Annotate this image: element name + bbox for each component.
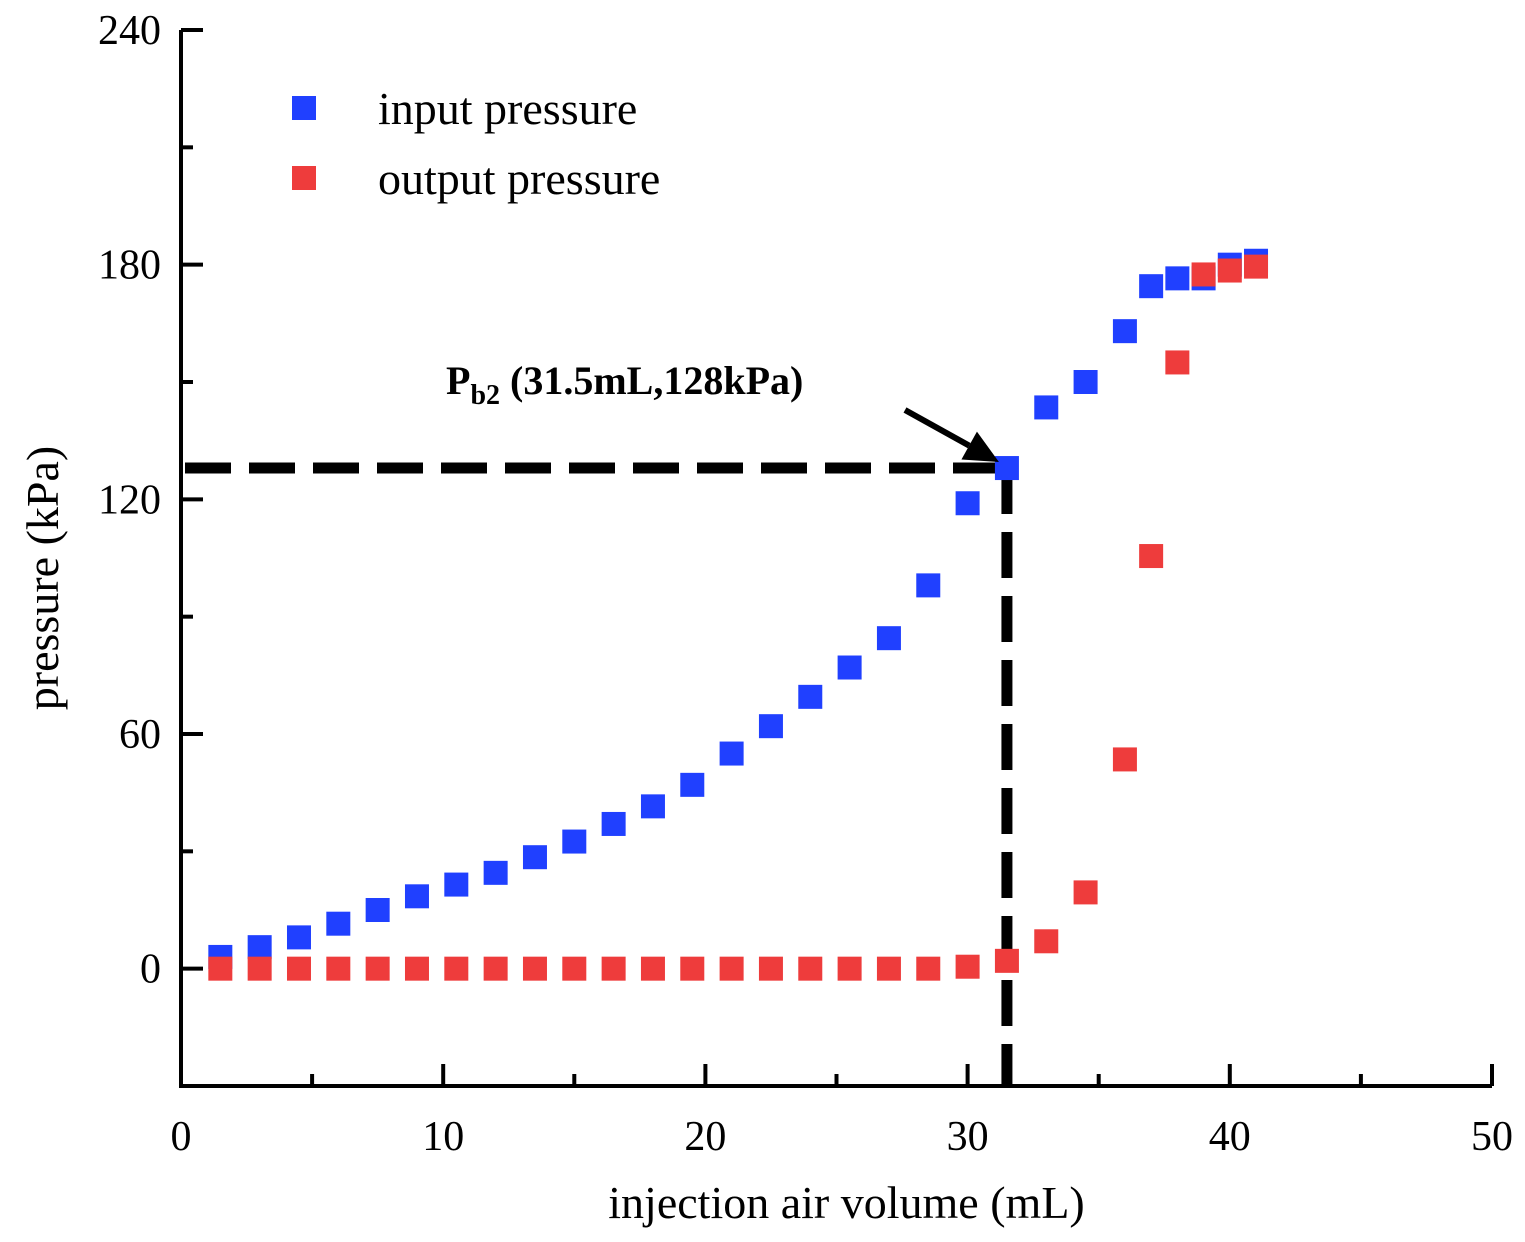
data-point: [483, 956, 508, 981]
axis-ticks: 0 10 20 30 40 50 0 60 120 180 240: [98, 8, 1513, 1160]
y-tick-label: 120: [98, 477, 161, 523]
data-point: [1139, 274, 1164, 299]
data-point: [1112, 747, 1137, 772]
data-point: [1034, 395, 1059, 420]
data-point: [601, 811, 626, 836]
data-point: [876, 626, 901, 651]
y-tick-label: 60: [119, 712, 161, 758]
data-point: [798, 684, 823, 709]
data-point: [955, 954, 980, 979]
y-tick-label: 0: [140, 947, 161, 993]
data-point: [758, 956, 783, 981]
data-point: [1165, 266, 1190, 291]
data-point: [562, 829, 587, 854]
legend-label-output-pressure: output pressure: [378, 153, 660, 204]
data-point: [286, 925, 311, 950]
data-point: [483, 860, 508, 885]
data-point: [1244, 254, 1269, 279]
data-point: [444, 956, 469, 981]
data-point: [522, 845, 547, 870]
data-point: [837, 655, 862, 680]
reference-lines: [185, 462, 1013, 1088]
y-tick-label: 180: [98, 243, 161, 289]
data-point: [916, 956, 941, 981]
data-point: [719, 741, 744, 766]
series-output-pressure: [208, 254, 1269, 981]
annotation-arrow-head: [961, 431, 999, 463]
x-tick-label: 10: [422, 1114, 464, 1160]
x-tick-label: 40: [1209, 1114, 1251, 1160]
data-point: [404, 884, 429, 909]
annotation-pb2: Pb2 (31.5mL,128kPa): [446, 358, 999, 463]
data-point: [208, 956, 233, 981]
data-point: [365, 898, 390, 922]
data-point: [1217, 258, 1242, 283]
data-point: [719, 956, 744, 981]
data-point: [955, 491, 980, 516]
data-point: [365, 956, 390, 981]
data-point: [1139, 544, 1164, 569]
data-point: [758, 714, 783, 739]
data-point: [680, 956, 705, 981]
legend-swatch-input-pressure: [292, 96, 316, 120]
data-point: [916, 573, 941, 598]
annotation-label-main: P: [446, 358, 470, 403]
data-point: [247, 956, 272, 981]
annotation-label-subscript: b2: [470, 380, 500, 411]
data-point: [562, 956, 587, 981]
data-point: [837, 956, 862, 981]
data-point: [876, 956, 901, 981]
legend-label-input-pressure: input pressure: [378, 83, 637, 134]
annotation-label-coordinates: (31.5mL,128kPa): [500, 358, 803, 403]
data-point: [798, 956, 823, 981]
data-point: [640, 794, 665, 819]
data-point: [1073, 370, 1098, 394]
data-point: [994, 456, 1019, 481]
x-tick-label: 50: [1471, 1114, 1513, 1160]
data-point: [640, 956, 665, 981]
data-point: [601, 956, 626, 981]
legend-swatch-output-pressure: [292, 166, 316, 190]
data-point: [1191, 262, 1216, 287]
series-layer: [208, 248, 1269, 981]
data-point: [1112, 319, 1137, 344]
data-point: [444, 872, 469, 897]
legend: input pressure output pressure: [292, 83, 660, 204]
data-point: [1034, 929, 1059, 954]
data-point: [1165, 350, 1190, 375]
x-tick-label: 20: [684, 1114, 726, 1160]
data-point: [404, 956, 429, 981]
data-point: [680, 772, 705, 797]
data-point: [326, 911, 351, 936]
data-point: [286, 956, 311, 981]
y-tick-label: 240: [98, 8, 161, 54]
annotation-arrow-shaft: [903, 407, 971, 449]
x-tick-label: 0: [171, 1114, 192, 1160]
x-tick-label: 30: [947, 1114, 989, 1160]
y-axis-title: pressure (kPa): [17, 446, 68, 710]
annotation-label: Pb2 (31.5mL,128kPa): [446, 358, 803, 411]
series-input-pressure: [208, 248, 1269, 969]
data-point: [326, 956, 351, 981]
data-point: [247, 935, 272, 960]
data-point: [994, 948, 1019, 973]
x-axis-title: injection air volume (mL): [608, 1177, 1084, 1228]
data-point: [522, 956, 547, 981]
data-point: [1073, 880, 1098, 905]
